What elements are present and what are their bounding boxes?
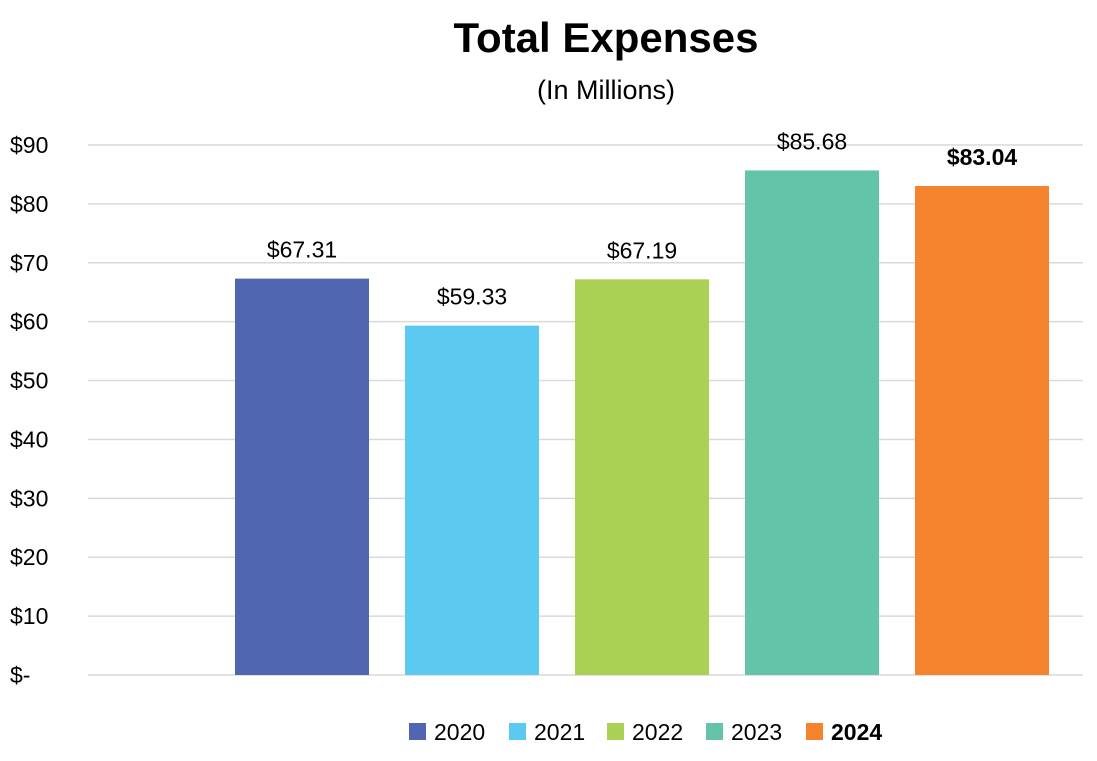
y-tick-label: $40 bbox=[10, 426, 48, 452]
bar-2024 bbox=[915, 185, 1049, 675]
legend-label-2021: 2021 bbox=[534, 719, 585, 745]
data-label-2024: $83.04 bbox=[947, 144, 1018, 170]
y-tick-label: $90 bbox=[10, 132, 48, 158]
y-tick-label: $70 bbox=[10, 250, 48, 276]
legend-swatch-2024 bbox=[806, 723, 823, 740]
chart-title: Total Expenses bbox=[454, 14, 759, 61]
bar-2021 bbox=[405, 325, 539, 675]
legend-label-2023: 2023 bbox=[731, 719, 782, 745]
y-axis-ticks: $- $10 $20 $30 $40 $50 $60 $70 $80 $90 bbox=[10, 132, 48, 688]
bar-2022 bbox=[575, 279, 709, 675]
chart-subtitle: (In Millions) bbox=[537, 75, 675, 105]
data-label-2020: $67.31 bbox=[267, 237, 337, 263]
legend-label-2024: 2024 bbox=[831, 719, 882, 745]
bar-2023 bbox=[745, 170, 879, 675]
legend-label-2022: 2022 bbox=[632, 719, 683, 745]
legend-swatch-2022 bbox=[607, 723, 624, 740]
legend-label-2020: 2020 bbox=[434, 719, 485, 745]
legend-swatch-2020 bbox=[409, 723, 426, 740]
y-tick-label: $- bbox=[10, 662, 30, 688]
data-labels: $67.31 $59.33 $67.19 $85.68 $83.04 bbox=[267, 128, 1018, 309]
data-label-2022: $67.19 bbox=[607, 237, 677, 263]
y-tick-label: $60 bbox=[10, 309, 48, 335]
bars bbox=[235, 170, 1049, 675]
data-label-2023: $85.68 bbox=[777, 128, 847, 154]
y-tick-label: $20 bbox=[10, 544, 48, 570]
y-tick-label: $50 bbox=[10, 368, 48, 394]
legend-swatch-2021 bbox=[509, 723, 526, 740]
bar-2020 bbox=[235, 278, 369, 675]
y-tick-label: $30 bbox=[10, 485, 48, 511]
data-label-2021: $59.33 bbox=[437, 284, 507, 310]
y-tick-label: $10 bbox=[10, 603, 48, 629]
legend-swatch-2023 bbox=[706, 723, 723, 740]
y-tick-label: $80 bbox=[10, 191, 48, 217]
legend: 2020 2021 2022 2023 2024 bbox=[409, 719, 882, 745]
